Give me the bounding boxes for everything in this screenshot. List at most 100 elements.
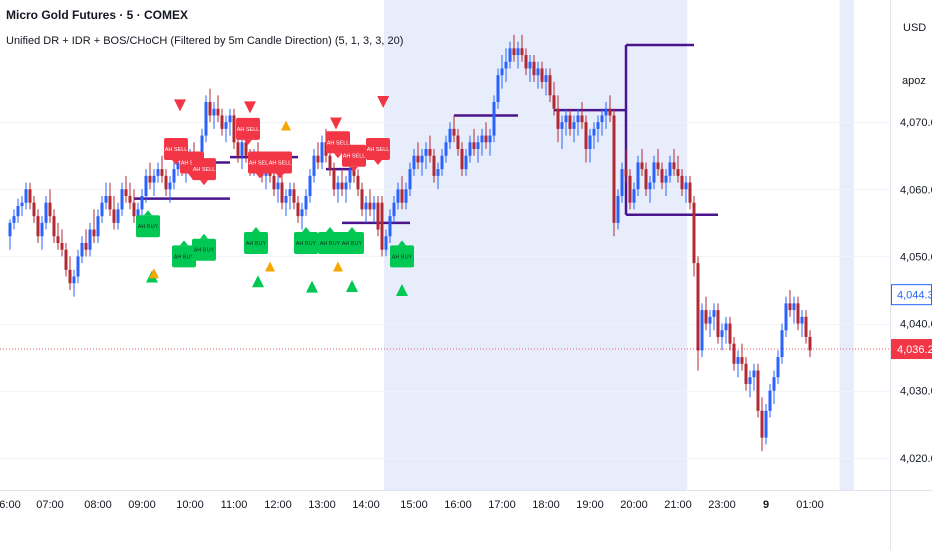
- candle[interactable]: [716, 303, 720, 344]
- candle[interactable]: [476, 135, 480, 163]
- candle[interactable]: [60, 229, 64, 257]
- candle[interactable]: [292, 182, 296, 210]
- candle[interactable]: [520, 34, 524, 62]
- candle[interactable]: [600, 108, 604, 136]
- candle[interactable]: [28, 182, 32, 210]
- candle[interactable]: [576, 108, 580, 136]
- sell-signal[interactable]: AH SELL: [366, 138, 390, 166]
- candle[interactable]: [284, 189, 288, 217]
- candle[interactable]: [460, 142, 464, 176]
- buy-signal[interactable]: AH BUY: [192, 233, 216, 261]
- candle[interactable]: [88, 222, 92, 257]
- candle[interactable]: [80, 236, 84, 264]
- candle[interactable]: [772, 370, 776, 405]
- candle[interactable]: [500, 55, 504, 89]
- candle[interactable]: [96, 209, 100, 243]
- candle[interactable]: [144, 169, 148, 203]
- candle[interactable]: [544, 68, 548, 96]
- candle[interactable]: [748, 370, 752, 398]
- sell-signal[interactable]: AH SELL: [236, 117, 260, 145]
- candle[interactable]: [336, 175, 340, 203]
- candle[interactable]: [216, 95, 220, 123]
- candle[interactable]: [364, 196, 368, 223]
- candle[interactable]: [340, 169, 344, 196]
- candle[interactable]: [388, 209, 392, 243]
- candle[interactable]: [604, 102, 608, 129]
- candle[interactable]: [456, 128, 460, 156]
- candle[interactable]: [380, 196, 384, 257]
- candle[interactable]: [480, 128, 484, 156]
- candle[interactable]: [56, 222, 60, 250]
- candle[interactable]: [700, 303, 704, 358]
- candle[interactable]: [524, 48, 528, 76]
- candle[interactable]: [36, 209, 40, 243]
- candle[interactable]: [780, 323, 784, 364]
- candle[interactable]: [396, 182, 400, 210]
- candle[interactable]: [672, 149, 676, 176]
- candle[interactable]: [400, 175, 404, 210]
- candle[interactable]: [800, 310, 804, 337]
- candle[interactable]: [52, 209, 56, 243]
- candle[interactable]: [784, 296, 788, 337]
- candle[interactable]: [580, 102, 584, 129]
- buy-signal[interactable]: AH BUY: [390, 240, 414, 268]
- candle[interactable]: [516, 41, 520, 69]
- candle[interactable]: [288, 182, 292, 210]
- candle[interactable]: [680, 169, 684, 196]
- sell-signal[interactable]: AH SELL: [268, 151, 292, 179]
- buy-signal[interactable]: AH BUY: [340, 226, 364, 254]
- candle[interactable]: [412, 149, 416, 176]
- candle[interactable]: [152, 169, 156, 196]
- candle[interactable]: [44, 196, 48, 230]
- candle[interactable]: [416, 142, 420, 170]
- candle[interactable]: [488, 128, 492, 156]
- candle[interactable]: [532, 55, 536, 82]
- candle[interactable]: [92, 209, 96, 243]
- candle[interactable]: [724, 316, 728, 344]
- candle[interactable]: [232, 108, 236, 150]
- candle[interactable]: [732, 336, 736, 371]
- candle[interactable]: [628, 169, 632, 210]
- candle[interactable]: [140, 189, 144, 217]
- candle[interactable]: [48, 189, 52, 223]
- candle[interactable]: [688, 175, 692, 210]
- candle[interactable]: [756, 363, 760, 418]
- candle[interactable]: [608, 95, 612, 123]
- candle[interactable]: [332, 162, 336, 196]
- candle[interactable]: [740, 343, 744, 371]
- candle[interactable]: [560, 115, 564, 150]
- candle[interactable]: [428, 135, 432, 163]
- candle[interactable]: [556, 95, 560, 143]
- candle[interactable]: [708, 310, 712, 337]
- candle[interactable]: [648, 175, 652, 203]
- candle[interactable]: [320, 135, 324, 170]
- candle[interactable]: [84, 229, 88, 257]
- candle[interactable]: [764, 404, 768, 445]
- candle[interactable]: [372, 196, 376, 223]
- candle[interactable]: [160, 155, 164, 183]
- candle[interactable]: [116, 202, 120, 230]
- candle[interactable]: [376, 196, 380, 237]
- candle[interactable]: [592, 122, 596, 150]
- candle[interactable]: [360, 182, 364, 217]
- candle[interactable]: [464, 149, 468, 176]
- candle[interactable]: [20, 196, 24, 217]
- candle[interactable]: [620, 162, 624, 203]
- candle[interactable]: [112, 196, 116, 230]
- candle[interactable]: [72, 269, 76, 297]
- candle[interactable]: [496, 68, 500, 109]
- candle[interactable]: [584, 115, 588, 163]
- candle[interactable]: [32, 196, 36, 223]
- candle[interactable]: [344, 175, 348, 203]
- candle[interactable]: [684, 175, 688, 203]
- candle[interactable]: [220, 108, 224, 136]
- candle[interactable]: [240, 135, 244, 170]
- candle[interactable]: [348, 162, 352, 190]
- candle[interactable]: [164, 169, 168, 196]
- candle[interactable]: [768, 383, 772, 418]
- symbol-title[interactable]: Micro Gold Futures · 5 · COMEX: [6, 8, 189, 22]
- candle[interactable]: [124, 175, 128, 203]
- sell-signal[interactable]: AH SELL: [192, 158, 216, 186]
- candle[interactable]: [76, 249, 80, 284]
- candle[interactable]: [64, 242, 68, 277]
